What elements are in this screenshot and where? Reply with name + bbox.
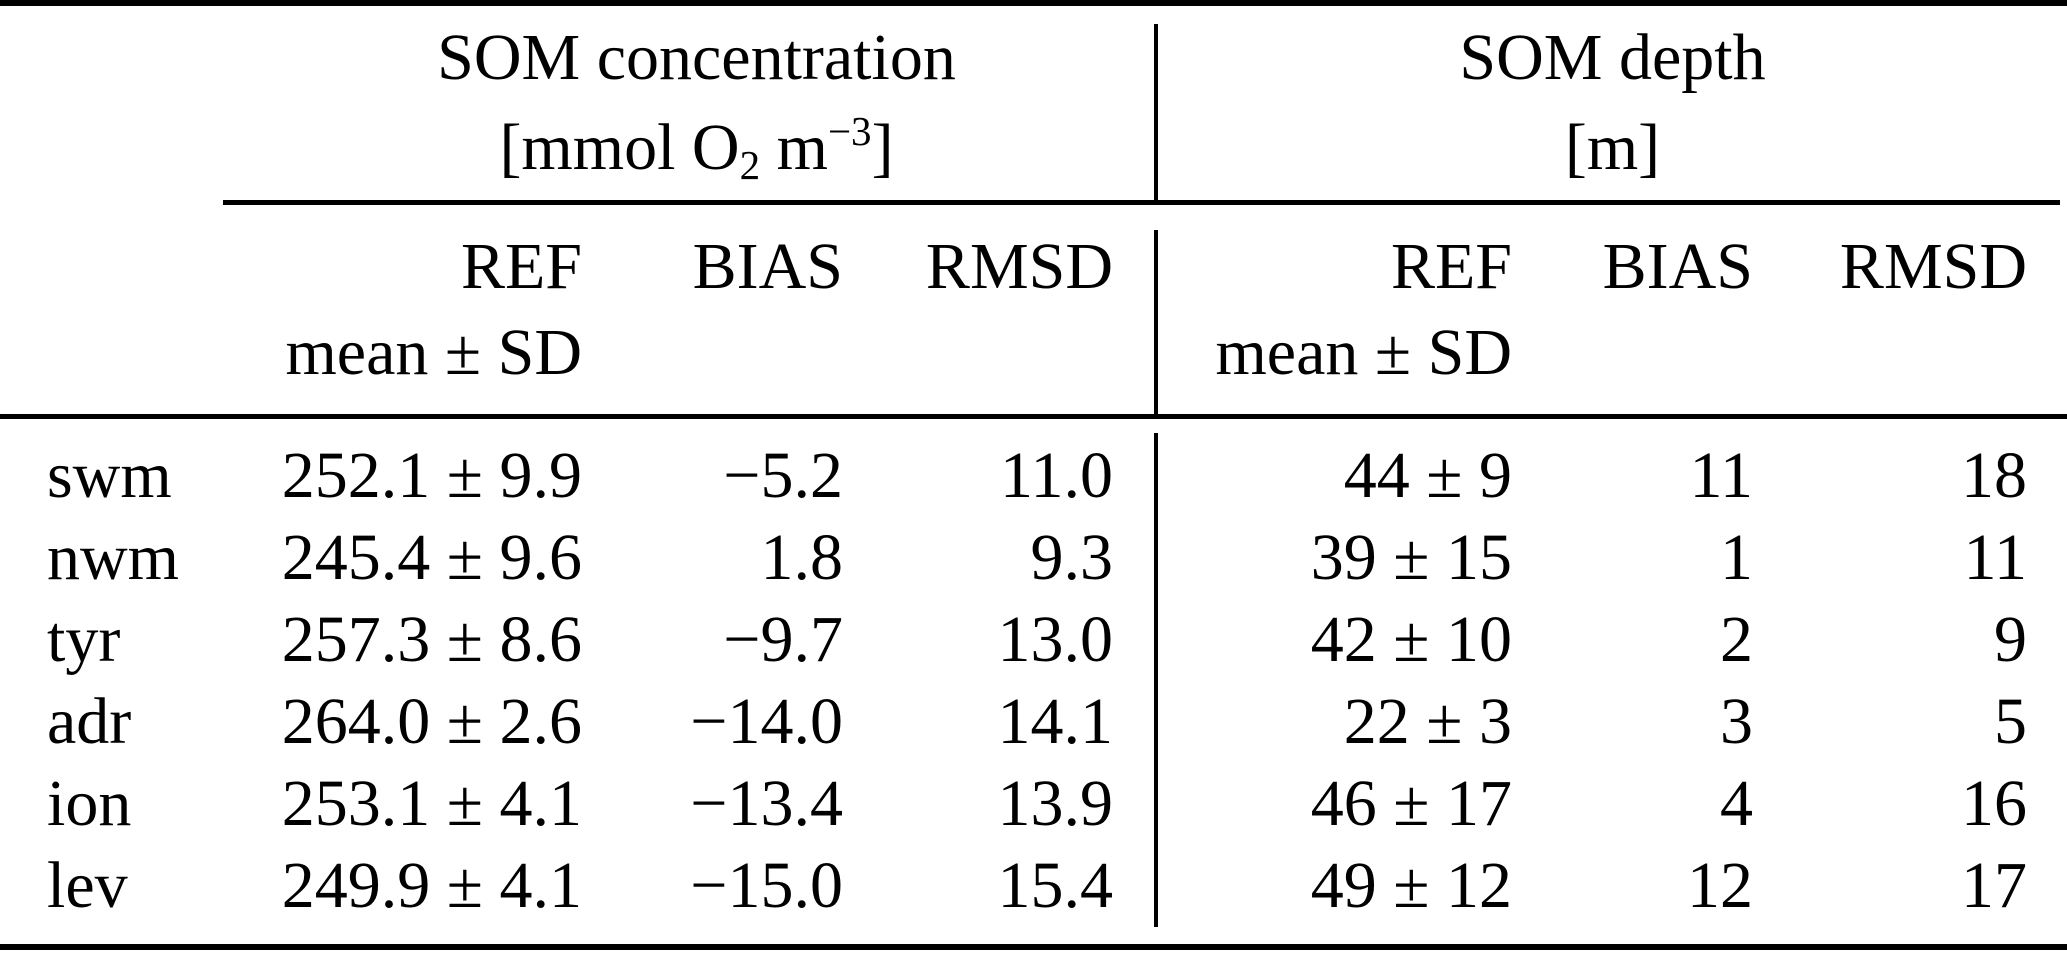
subheader-depth-bias: BIAS: [1512, 203, 1753, 417]
row-label: adr: [47, 685, 132, 758]
unit-subscript: 2: [739, 142, 761, 188]
depth-bias-value: 4: [1720, 767, 1753, 840]
depth-bias-value: 2: [1720, 603, 1753, 676]
conc-rmsd-value: 13.0: [997, 603, 1114, 676]
conc-rmsd-value: 15.4: [997, 849, 1114, 922]
row-label-spacer: [0, 203, 230, 417]
depth-ref-value: 46 ± 17: [1310, 767, 1512, 840]
conc-ref-value: 252.1 ± 9.9: [281, 439, 582, 512]
depth-ref-value: 39 ± 15: [1310, 521, 1512, 594]
subheader-conc-ref: REF mean ± SD: [230, 203, 582, 417]
conc-rmsd-value: 9.3: [1030, 521, 1114, 594]
group-divider-top-segment: [1154, 24, 1158, 200]
group-title-som-depth: SOM depth: [1459, 21, 1766, 94]
subheader-bias-label: BIAS: [1602, 230, 1753, 303]
conc-bias-value: −14.0: [690, 685, 843, 758]
subheader-rmsd-label: RMSD: [925, 230, 1113, 303]
depth-rmsd-value: 16: [1961, 767, 2027, 840]
conc-rmsd-value: 11.0: [999, 439, 1113, 512]
table-body: swm 252.1 ± 9.9 −5.2 11.0 44 ± 9 11 18 n…: [0, 417, 2067, 927]
row-label: swm: [47, 439, 172, 512]
group-header-som-concentration: SOM concentration [mmol O2 m−3]: [230, 0, 1113, 203]
conc-ref-value: 245.4 ± 9.6: [281, 521, 582, 594]
depth-rmsd-value: 11: [1963, 521, 2027, 594]
subheader-mean-sd-label: mean ± SD: [1215, 316, 1512, 389]
group-unit-som-depth: [m]: [1158, 103, 2067, 193]
subheader-conc-bias: BIAS: [582, 203, 843, 417]
depth-rmsd-value: 5: [1994, 685, 2027, 758]
corner-spacer: [0, 0, 230, 203]
conc-bias-value: −9.7: [723, 603, 843, 676]
subheader-bias-label: BIAS: [692, 230, 843, 303]
row-label: lev: [47, 849, 128, 922]
conc-bias-value: −13.4: [690, 767, 843, 840]
bottom-rule: [0, 944, 2067, 950]
conc-ref-value: 253.1 ± 4.1: [281, 767, 582, 840]
top-rule: [0, 0, 2067, 6]
subheader-depth-ref: REF mean ± SD: [1113, 203, 1512, 417]
group-divider-bottom-segment: [1154, 433, 1158, 927]
depth-rmsd-value: 18: [1961, 439, 2027, 512]
subheader-rmsd-label: RMSD: [1839, 230, 2027, 303]
subheader-ref-label: REF: [1390, 230, 1512, 303]
group-unit-som-concentration: [mmol O2 m−3]: [280, 103, 1113, 193]
conc-bias-value: 1.8: [760, 521, 844, 594]
group-title-som-concentration: SOM concentration: [437, 21, 956, 94]
group-header-som-depth: SOM depth [m]: [1113, 0, 2067, 203]
conc-rmsd-value: 13.9: [997, 767, 1114, 840]
header-bottom-rule: [0, 414, 2067, 419]
conc-ref-value: 257.3 ± 8.6: [281, 603, 582, 676]
table-row-swm: swm 252.1 ± 9.9 −5.2 11.0 44 ± 9 11 18: [0, 435, 2067, 517]
subheader-ref-label: REF: [460, 230, 582, 303]
depth-bias-value: 12: [1687, 849, 1753, 922]
subheader-mean-sd-label: mean ± SD: [285, 316, 582, 389]
subheader-depth-rmsd: RMSD: [1753, 203, 2067, 417]
group-header-row: SOM concentration [mmol O2 m−3] SOM dept…: [0, 0, 2067, 203]
conc-ref-value: 264.0 ± 2.6: [281, 685, 582, 758]
depth-ref-value: 44 ± 9: [1343, 439, 1512, 512]
conc-bias-value: −15.0: [690, 849, 843, 922]
unit-prefix: [m]: [1564, 111, 1661, 184]
unit-prefix: [mmol O: [499, 111, 740, 184]
table-row-ion: ion 253.1 ± 4.1 −13.4 13.9 46 ± 17 4 16: [0, 763, 2067, 845]
table-row-lev: lev 249.9 ± 4.1 −15.0 15.4 49 ± 12 12 17: [0, 845, 2067, 927]
row-label: ion: [47, 767, 132, 840]
row-label: nwm: [47, 521, 179, 594]
conc-bias-value: −5.2: [723, 439, 843, 512]
unit-suffix: ]: [871, 111, 894, 184]
depth-ref-value: 22 ± 3: [1343, 685, 1512, 758]
depth-bias-value: 1: [1720, 521, 1753, 594]
subheader-row: REF mean ± SD BIAS RMSD REF mean ± SD BI…: [0, 203, 2067, 417]
table-row-nwm: nwm 245.4 ± 9.6 1.8 9.3 39 ± 15 1 11: [0, 517, 2067, 599]
table-row-tyr: tyr 257.3 ± 8.6 −9.7 13.0 42 ± 10 2 9: [0, 599, 2067, 681]
depth-bias-value: 3: [1720, 685, 1753, 758]
row-label: tyr: [47, 603, 121, 676]
depth-bias-value: 11: [1689, 439, 1753, 512]
depth-rmsd-value: 17: [1961, 849, 2027, 922]
table-row-adr: adr 264.0 ± 2.6 −14.0 14.1 22 ± 3 3 5: [0, 681, 2067, 763]
group-header-underline-rule: [223, 200, 2060, 205]
conc-rmsd-value: 14.1: [997, 685, 1114, 758]
group-divider-middle-segment: [1154, 230, 1158, 414]
unit-mid: m: [760, 111, 828, 184]
unit-superscript: −3: [827, 108, 872, 154]
depth-ref-value: 42 ± 10: [1310, 603, 1512, 676]
depth-ref-value: 49 ± 12: [1310, 849, 1512, 922]
depth-rmsd-value: 9: [1994, 603, 2027, 676]
conc-ref-value: 249.9 ± 4.1: [281, 849, 582, 922]
subheader-conc-rmsd: RMSD: [843, 203, 1113, 417]
